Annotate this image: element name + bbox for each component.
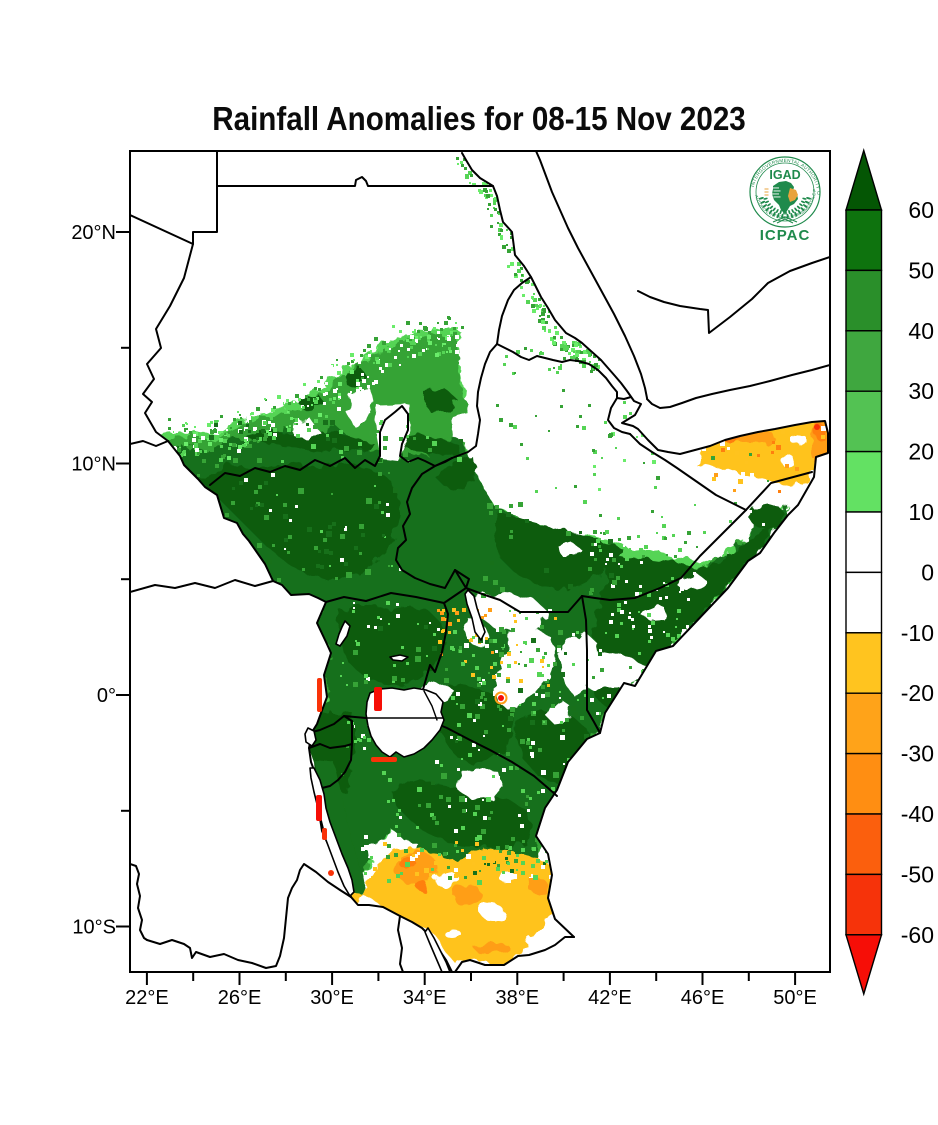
svg-text:-20: -20 <box>901 680 934 706</box>
svg-text:40: 40 <box>908 318 934 344</box>
svg-text:-10: -10 <box>901 620 934 646</box>
svg-text:-60: -60 <box>901 922 934 948</box>
svg-text:20: 20 <box>908 439 934 465</box>
svg-text:10°N: 10°N <box>71 454 116 476</box>
svg-text:50°E: 50°E <box>773 987 817 1009</box>
svg-text:IGAD: IGAD <box>769 168 800 182</box>
svg-text:42°E: 42°E <box>588 987 632 1009</box>
svg-text:-30: -30 <box>901 741 934 767</box>
svg-text:22°E: 22°E <box>125 987 169 1009</box>
svg-text:Rainfall Anomalies for 08-15 N: Rainfall Anomalies for 08-15 Nov 2023 <box>212 99 746 137</box>
svg-text:ICPAC: ICPAC <box>760 227 811 244</box>
svg-text:60: 60 <box>908 197 934 223</box>
svg-text:34°E: 34°E <box>403 987 447 1009</box>
svg-text:-50: -50 <box>901 861 934 887</box>
svg-text:30: 30 <box>908 378 934 404</box>
svg-text:20°N: 20°N <box>71 222 116 244</box>
svg-text:0°: 0° <box>97 685 116 707</box>
svg-text:38°E: 38°E <box>496 987 540 1009</box>
svg-text:0: 0 <box>921 559 934 585</box>
svg-text:10°S: 10°S <box>72 917 116 939</box>
svg-text:-40: -40 <box>901 801 934 827</box>
svg-text:50: 50 <box>908 257 934 283</box>
svg-text:30°E: 30°E <box>310 987 354 1009</box>
svg-text:46°E: 46°E <box>681 987 725 1009</box>
svg-text:26°E: 26°E <box>218 987 262 1009</box>
svg-text:10: 10 <box>908 499 934 525</box>
